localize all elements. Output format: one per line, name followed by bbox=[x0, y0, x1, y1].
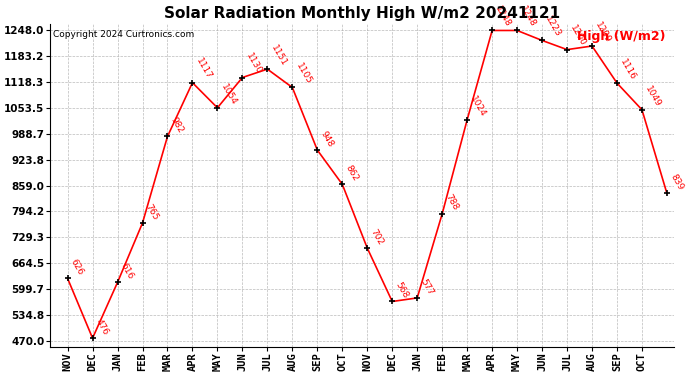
Text: 1024: 1024 bbox=[469, 94, 488, 118]
Text: Copyright 2024 Curtronics.com: Copyright 2024 Curtronics.com bbox=[53, 30, 195, 39]
Text: 1116: 1116 bbox=[618, 57, 638, 82]
Text: 1151: 1151 bbox=[269, 44, 288, 68]
Text: 1200: 1200 bbox=[569, 24, 588, 48]
Text: 702: 702 bbox=[368, 227, 385, 247]
Text: 1223: 1223 bbox=[544, 15, 562, 39]
Text: 1130: 1130 bbox=[244, 52, 263, 76]
Text: 1105: 1105 bbox=[294, 62, 313, 86]
Text: 839: 839 bbox=[669, 172, 684, 192]
Text: 788: 788 bbox=[444, 193, 460, 212]
Text: 577: 577 bbox=[419, 277, 435, 297]
Text: 568: 568 bbox=[393, 280, 410, 300]
Text: 948: 948 bbox=[319, 129, 335, 149]
Text: 765: 765 bbox=[144, 202, 160, 222]
Text: 1054: 1054 bbox=[219, 82, 238, 106]
Text: 1117: 1117 bbox=[194, 57, 213, 81]
Text: 1209: 1209 bbox=[593, 20, 613, 45]
Text: 982: 982 bbox=[169, 116, 185, 135]
Text: 626: 626 bbox=[69, 258, 86, 277]
Text: 1049: 1049 bbox=[643, 84, 662, 108]
Text: 476: 476 bbox=[94, 318, 110, 337]
Text: 862: 862 bbox=[344, 164, 360, 183]
Text: High (W/m2): High (W/m2) bbox=[577, 30, 665, 43]
Text: 1248: 1248 bbox=[493, 5, 513, 29]
Title: Solar Radiation Monthly High W/m2 20241121: Solar Radiation Monthly High W/m2 202411… bbox=[164, 6, 560, 21]
Text: 1248: 1248 bbox=[518, 5, 538, 29]
Text: 616: 616 bbox=[119, 261, 135, 281]
